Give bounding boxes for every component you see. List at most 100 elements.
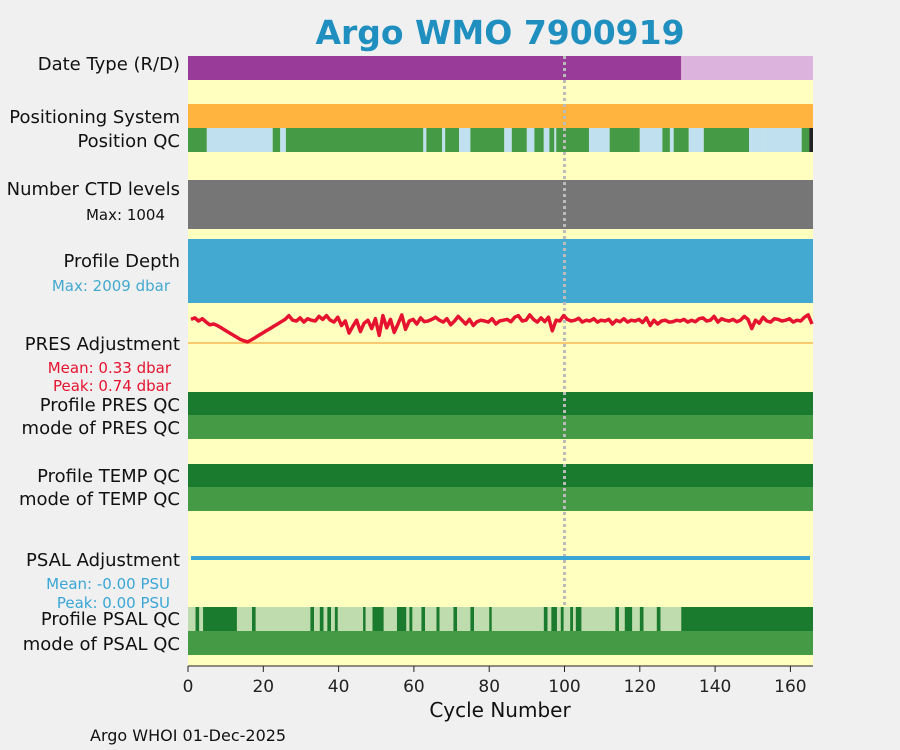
profile-psal-qc-segment-30 xyxy=(474,607,490,631)
position-qc-segment-11 xyxy=(504,128,512,152)
profile-psal-qc-segment-31 xyxy=(489,607,492,631)
profile-psal-qc-segment-25 xyxy=(436,607,440,631)
position-qc-segment-14 xyxy=(534,128,544,152)
position-qc-segment-29 xyxy=(801,128,810,152)
mode-pres-qc-bar xyxy=(188,415,813,439)
profile-psal-qc-segment-36 xyxy=(556,607,561,631)
ctd-max-label: Max: 1004 xyxy=(86,206,165,224)
position-qc-segment-3 xyxy=(280,128,286,152)
position-qc-segment-4 xyxy=(285,128,424,152)
profile-psal-qc-segment-19 xyxy=(396,607,407,631)
psal-mean-label: Mean: -0.00 PSU xyxy=(46,575,170,593)
profile-psal-qc-segment-39 xyxy=(570,607,574,631)
date-type-segment-0 xyxy=(188,56,682,80)
profile-psal-qc-segment-23 xyxy=(421,607,426,631)
profile-psal-qc-segment-28 xyxy=(457,607,471,631)
profile-psal-qc-segment-4 xyxy=(236,607,253,631)
position-qc-segment-16 xyxy=(549,128,555,152)
mode-psal-qc-bar xyxy=(188,631,813,655)
label-pres-adjustment: PRES Adjustment xyxy=(25,334,180,355)
profile-psal-qc-segment-35 xyxy=(551,607,557,631)
label-mode-psal-qc: mode of PSAL QC xyxy=(23,634,180,655)
ctd-levels-bar xyxy=(188,180,813,229)
label-profile-depth: Profile Depth xyxy=(63,251,180,272)
profile-pres-qc-bar xyxy=(188,392,813,415)
mode-temp-qc-bar xyxy=(188,487,813,511)
profile-psal-qc-segment-10 xyxy=(323,607,328,631)
profile-psal-qc-segment-41 xyxy=(575,607,582,631)
profile-psal-qc-segment-37 xyxy=(560,607,564,631)
position-qc-segment-0 xyxy=(188,128,207,152)
date-type-segment-1 xyxy=(681,56,813,80)
profile-psal-qc-segment-45 xyxy=(624,607,633,631)
position-qc-segment-10 xyxy=(470,128,505,152)
position-qc-segment-2 xyxy=(272,128,281,152)
profile-psal-qc-segment-8 xyxy=(314,607,320,631)
x-tick-label-0: 0 xyxy=(183,677,194,697)
plot-background xyxy=(188,56,813,666)
data-lines xyxy=(188,313,814,560)
chart-title: Argo WMO 7900919 xyxy=(315,13,684,52)
profile-psal-qc-segment-49 xyxy=(656,607,661,631)
position-qc-segment-5 xyxy=(423,128,427,152)
label-mode-pres-qc: mode of PRES QC xyxy=(22,418,180,439)
profile-psal-qc-segment-34 xyxy=(547,607,552,631)
position-qc-segment-15 xyxy=(543,128,550,152)
position-qc-segment-6 xyxy=(426,128,443,152)
position-qc-segment-13 xyxy=(526,128,535,152)
profile-psal-qc-segment-38 xyxy=(563,607,571,631)
position-qc-segment-19 xyxy=(588,128,610,152)
label-mode-temp-qc: mode of TEMP QC xyxy=(19,489,180,510)
profile-psal-qc-segment-32 xyxy=(491,607,544,631)
position-qc-segment-26 xyxy=(703,128,749,152)
x-tick-label-20: 20 xyxy=(252,677,274,697)
label-profile-pres-qc: Profile PRES QC xyxy=(40,395,180,416)
profile-psal-qc-segment-29 xyxy=(470,607,475,631)
pres-mean-label: Mean: 0.33 dbar xyxy=(48,359,172,377)
psal-peak-label: Peak: 0.00 PSU xyxy=(57,594,170,612)
position-qc-segment-9 xyxy=(459,128,471,152)
profile-psal-qc-segment-50 xyxy=(660,607,682,631)
profile-psal-qc-segment-3 xyxy=(203,607,237,631)
x-axis-ticks: 0 20 40 60 80 100 120 140 160 xyxy=(183,666,807,697)
profile-psal-qc-segment-24 xyxy=(425,607,437,631)
profile-psal-qc-segment-33 xyxy=(543,607,548,631)
label-date-type: Date Type (R/D) xyxy=(38,54,180,75)
data-bars xyxy=(188,56,813,655)
position-qc-segment-7 xyxy=(442,128,446,152)
profile-psal-qc-segment-6 xyxy=(255,607,311,631)
profile-psal-qc-segment-18 xyxy=(383,607,397,631)
x-axis-label: Cycle Number xyxy=(429,698,571,722)
profile-psal-qc-segment-13 xyxy=(334,607,338,631)
profile-psal-qc-segment-20 xyxy=(406,607,410,631)
profile-psal-qc-segment-9 xyxy=(319,607,324,631)
profile-psal-qc-segment-48 xyxy=(643,607,657,631)
profile-psal-qc-segment-16 xyxy=(365,607,373,631)
x-tick-label-40: 40 xyxy=(328,677,350,697)
profile-psal-qc-segment-27 xyxy=(453,607,458,631)
profile-psal-qc-segment-44 xyxy=(619,607,625,631)
position-qc-segment-24 xyxy=(673,128,689,152)
profile-psal-qc-segment-17 xyxy=(372,607,384,631)
label-psal-adjustment: PSAL Adjustment xyxy=(26,550,180,571)
profile-psal-qc-segment-14 xyxy=(337,607,364,631)
x-tick-label-100: 100 xyxy=(548,677,580,697)
position-qc-segment-20 xyxy=(609,128,640,152)
profile-psal-qc-segment-47 xyxy=(639,607,644,631)
profile-psal-qc-segment-26 xyxy=(439,607,454,631)
depth-max-label: Max: 2009 dbar xyxy=(52,277,171,295)
profile-psal-qc-segment-5 xyxy=(252,607,256,631)
position-qc-segment-21 xyxy=(639,128,663,152)
label-positioning-system: Positioning System xyxy=(9,107,180,128)
position-qc-segment-28 xyxy=(764,128,802,152)
position-qc-segment-23 xyxy=(669,128,674,152)
x-tick-label-120: 120 xyxy=(624,677,656,697)
position-qc-segment-30 xyxy=(809,128,813,152)
profile-psal-qc-segment-7 xyxy=(310,607,315,631)
positioning-bar xyxy=(188,104,813,128)
position-qc-segment-1 xyxy=(206,128,273,152)
x-tick-label-140: 140 xyxy=(699,677,731,697)
position-qc-segment-27 xyxy=(748,128,765,152)
profile-psal-qc-segment-40 xyxy=(573,607,576,631)
